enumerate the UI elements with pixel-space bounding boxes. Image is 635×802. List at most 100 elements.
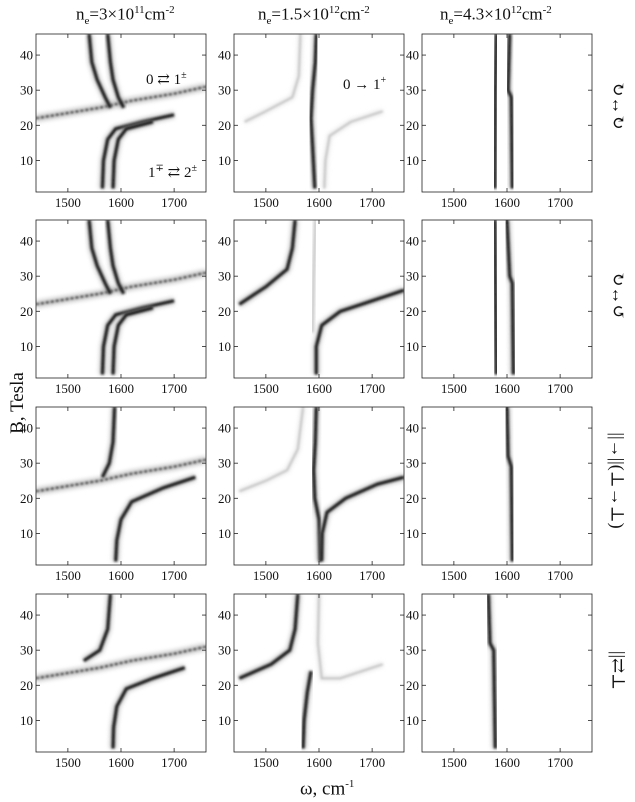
x-tick-label: 1500 bbox=[55, 568, 81, 583]
series-line bbox=[309, 34, 318, 189]
series-line bbox=[311, 220, 317, 333]
y-tick-label: 10 bbox=[20, 339, 33, 354]
y-tick-label: 20 bbox=[406, 678, 419, 693]
y-tick-label: 40 bbox=[406, 608, 419, 623]
series-line bbox=[36, 85, 206, 120]
annotation-transition-1-2: 1∓ ⇄ 2± bbox=[148, 163, 197, 181]
y-tick-label: 10 bbox=[406, 713, 419, 728]
panel-lines bbox=[36, 407, 206, 562]
x-tick-label: 1600 bbox=[306, 195, 332, 210]
series-line bbox=[36, 271, 206, 306]
y-tick-label: 20 bbox=[406, 491, 419, 506]
series-line bbox=[239, 407, 304, 493]
y-tick-label: 40 bbox=[218, 234, 231, 249]
x-tick-label: 1600 bbox=[494, 381, 520, 396]
x-tick-label: 1500 bbox=[55, 381, 81, 396]
x-tick-label: 1600 bbox=[108, 195, 134, 210]
y-tick-label: 10 bbox=[20, 526, 33, 541]
y-tick-label: 10 bbox=[218, 713, 231, 728]
panel-lines bbox=[238, 407, 404, 562]
x-tick-label: 1700 bbox=[359, 195, 385, 210]
x-tick-label: 1500 bbox=[253, 381, 279, 396]
series-line bbox=[111, 666, 186, 749]
x-tick-label: 1600 bbox=[494, 755, 520, 770]
y-axis-label: B, Tesla bbox=[7, 372, 28, 434]
y-tick-label: 10 bbox=[20, 153, 33, 168]
panel-r2-c2: 1500 1600 1700 10 20 30 40 bbox=[218, 219, 405, 396]
x-tick-label: 1600 bbox=[494, 195, 520, 210]
x-tick-label: 1500 bbox=[253, 568, 279, 583]
y-tick-label: 40 bbox=[20, 234, 33, 249]
y-tick-label: 20 bbox=[20, 678, 33, 693]
panel-lines bbox=[484, 594, 499, 749]
x-tick-label: 1700 bbox=[547, 755, 573, 770]
series-line bbox=[493, 220, 498, 375]
x-tick-label: 1600 bbox=[108, 568, 134, 583]
y-tick-label: 30 bbox=[20, 269, 33, 284]
series-line bbox=[100, 407, 117, 478]
y-tick-label: 10 bbox=[218, 526, 231, 541]
x-tick-label: 1500 bbox=[441, 381, 467, 396]
y-tick-label: 40 bbox=[218, 48, 231, 63]
annotation-transition-0-1plus: 0 → 1+ bbox=[343, 75, 387, 93]
panel-lines bbox=[503, 407, 516, 562]
x-tick-label: 1500 bbox=[253, 195, 279, 210]
panel-r3-c1: 1500 1600 1700 10 20 30 40 bbox=[20, 406, 207, 583]
y-tick-label: 20 bbox=[20, 118, 33, 133]
y-tick-label: 10 bbox=[406, 339, 419, 354]
x-tick-label: 1500 bbox=[253, 755, 279, 770]
panel-lines bbox=[491, 34, 516, 189]
x-axis-label: ω, cm-1 bbox=[300, 778, 355, 800]
panel-r3-c3: 1500 1600 1700 10 20 30 40 bbox=[406, 406, 593, 583]
series-line bbox=[238, 220, 297, 306]
y-tick-label: 20 bbox=[218, 304, 231, 319]
series-line bbox=[106, 34, 126, 109]
series-line bbox=[82, 594, 112, 663]
x-tick-label: 1500 bbox=[441, 755, 467, 770]
y-tick-label: 20 bbox=[218, 491, 231, 506]
y-tick-label: 40 bbox=[20, 421, 33, 436]
x-tick-label: 1700 bbox=[161, 195, 187, 210]
series-line bbox=[106, 220, 126, 295]
y-tick-label: 40 bbox=[20, 608, 33, 623]
y-tick-label: 40 bbox=[406, 48, 419, 63]
y-tick-label: 30 bbox=[218, 269, 231, 284]
panel-r4-c2: 1500 1600 1700 10 20 30 40 bbox=[218, 593, 405, 770]
series-line bbox=[314, 288, 404, 375]
x-tick-label: 1700 bbox=[359, 568, 385, 583]
series-line bbox=[493, 34, 498, 189]
column-title-1: ne=3×1011cm-2 bbox=[76, 4, 175, 28]
row-label-1: ↻↔↻ bbox=[608, 81, 629, 130]
series-line bbox=[505, 407, 514, 562]
series-line bbox=[111, 120, 154, 189]
panel-r4-c3: 1500 1600 1700 10 20 30 40 bbox=[406, 593, 593, 770]
panel-lines bbox=[36, 594, 206, 749]
y-tick-label: 20 bbox=[406, 118, 419, 133]
x-tick-label: 1700 bbox=[547, 568, 573, 583]
row-label-4: ||⇄⊥ bbox=[608, 650, 629, 691]
series-line bbox=[36, 645, 206, 680]
y-tick-label: 20 bbox=[218, 118, 231, 133]
series-line bbox=[320, 475, 404, 562]
series-line bbox=[111, 306, 154, 375]
x-tick-label: 1600 bbox=[306, 381, 332, 396]
y-tick-label: 40 bbox=[20, 48, 33, 63]
row-label-3: ||→||(⊥→⊥) bbox=[607, 432, 628, 529]
panel-r1-c1: 1500 1600 1700 10 20 30 40 bbox=[20, 33, 207, 210]
x-tick-label: 1700 bbox=[547, 195, 573, 210]
panel-background bbox=[422, 594, 592, 752]
annotation-transition-0-1: 0 ⇄ 1± bbox=[146, 70, 187, 88]
panel-r1-c2: 1500 1600 1700 10 20 30 40 bbox=[218, 33, 405, 210]
y-tick-label: 20 bbox=[218, 678, 231, 693]
series-line bbox=[87, 220, 112, 295]
x-tick-label: 1500 bbox=[441, 195, 467, 210]
y-tick-label: 20 bbox=[20, 491, 33, 506]
y-tick-label: 10 bbox=[218, 339, 231, 354]
x-tick-label: 1700 bbox=[161, 568, 187, 583]
row-label-2: ↻↔↺ bbox=[608, 271, 629, 320]
series-line bbox=[36, 458, 206, 493]
x-tick-label: 1600 bbox=[108, 755, 134, 770]
x-tick-label: 1600 bbox=[306, 755, 332, 770]
y-tick-label: 30 bbox=[406, 269, 419, 284]
series-line bbox=[506, 34, 514, 189]
